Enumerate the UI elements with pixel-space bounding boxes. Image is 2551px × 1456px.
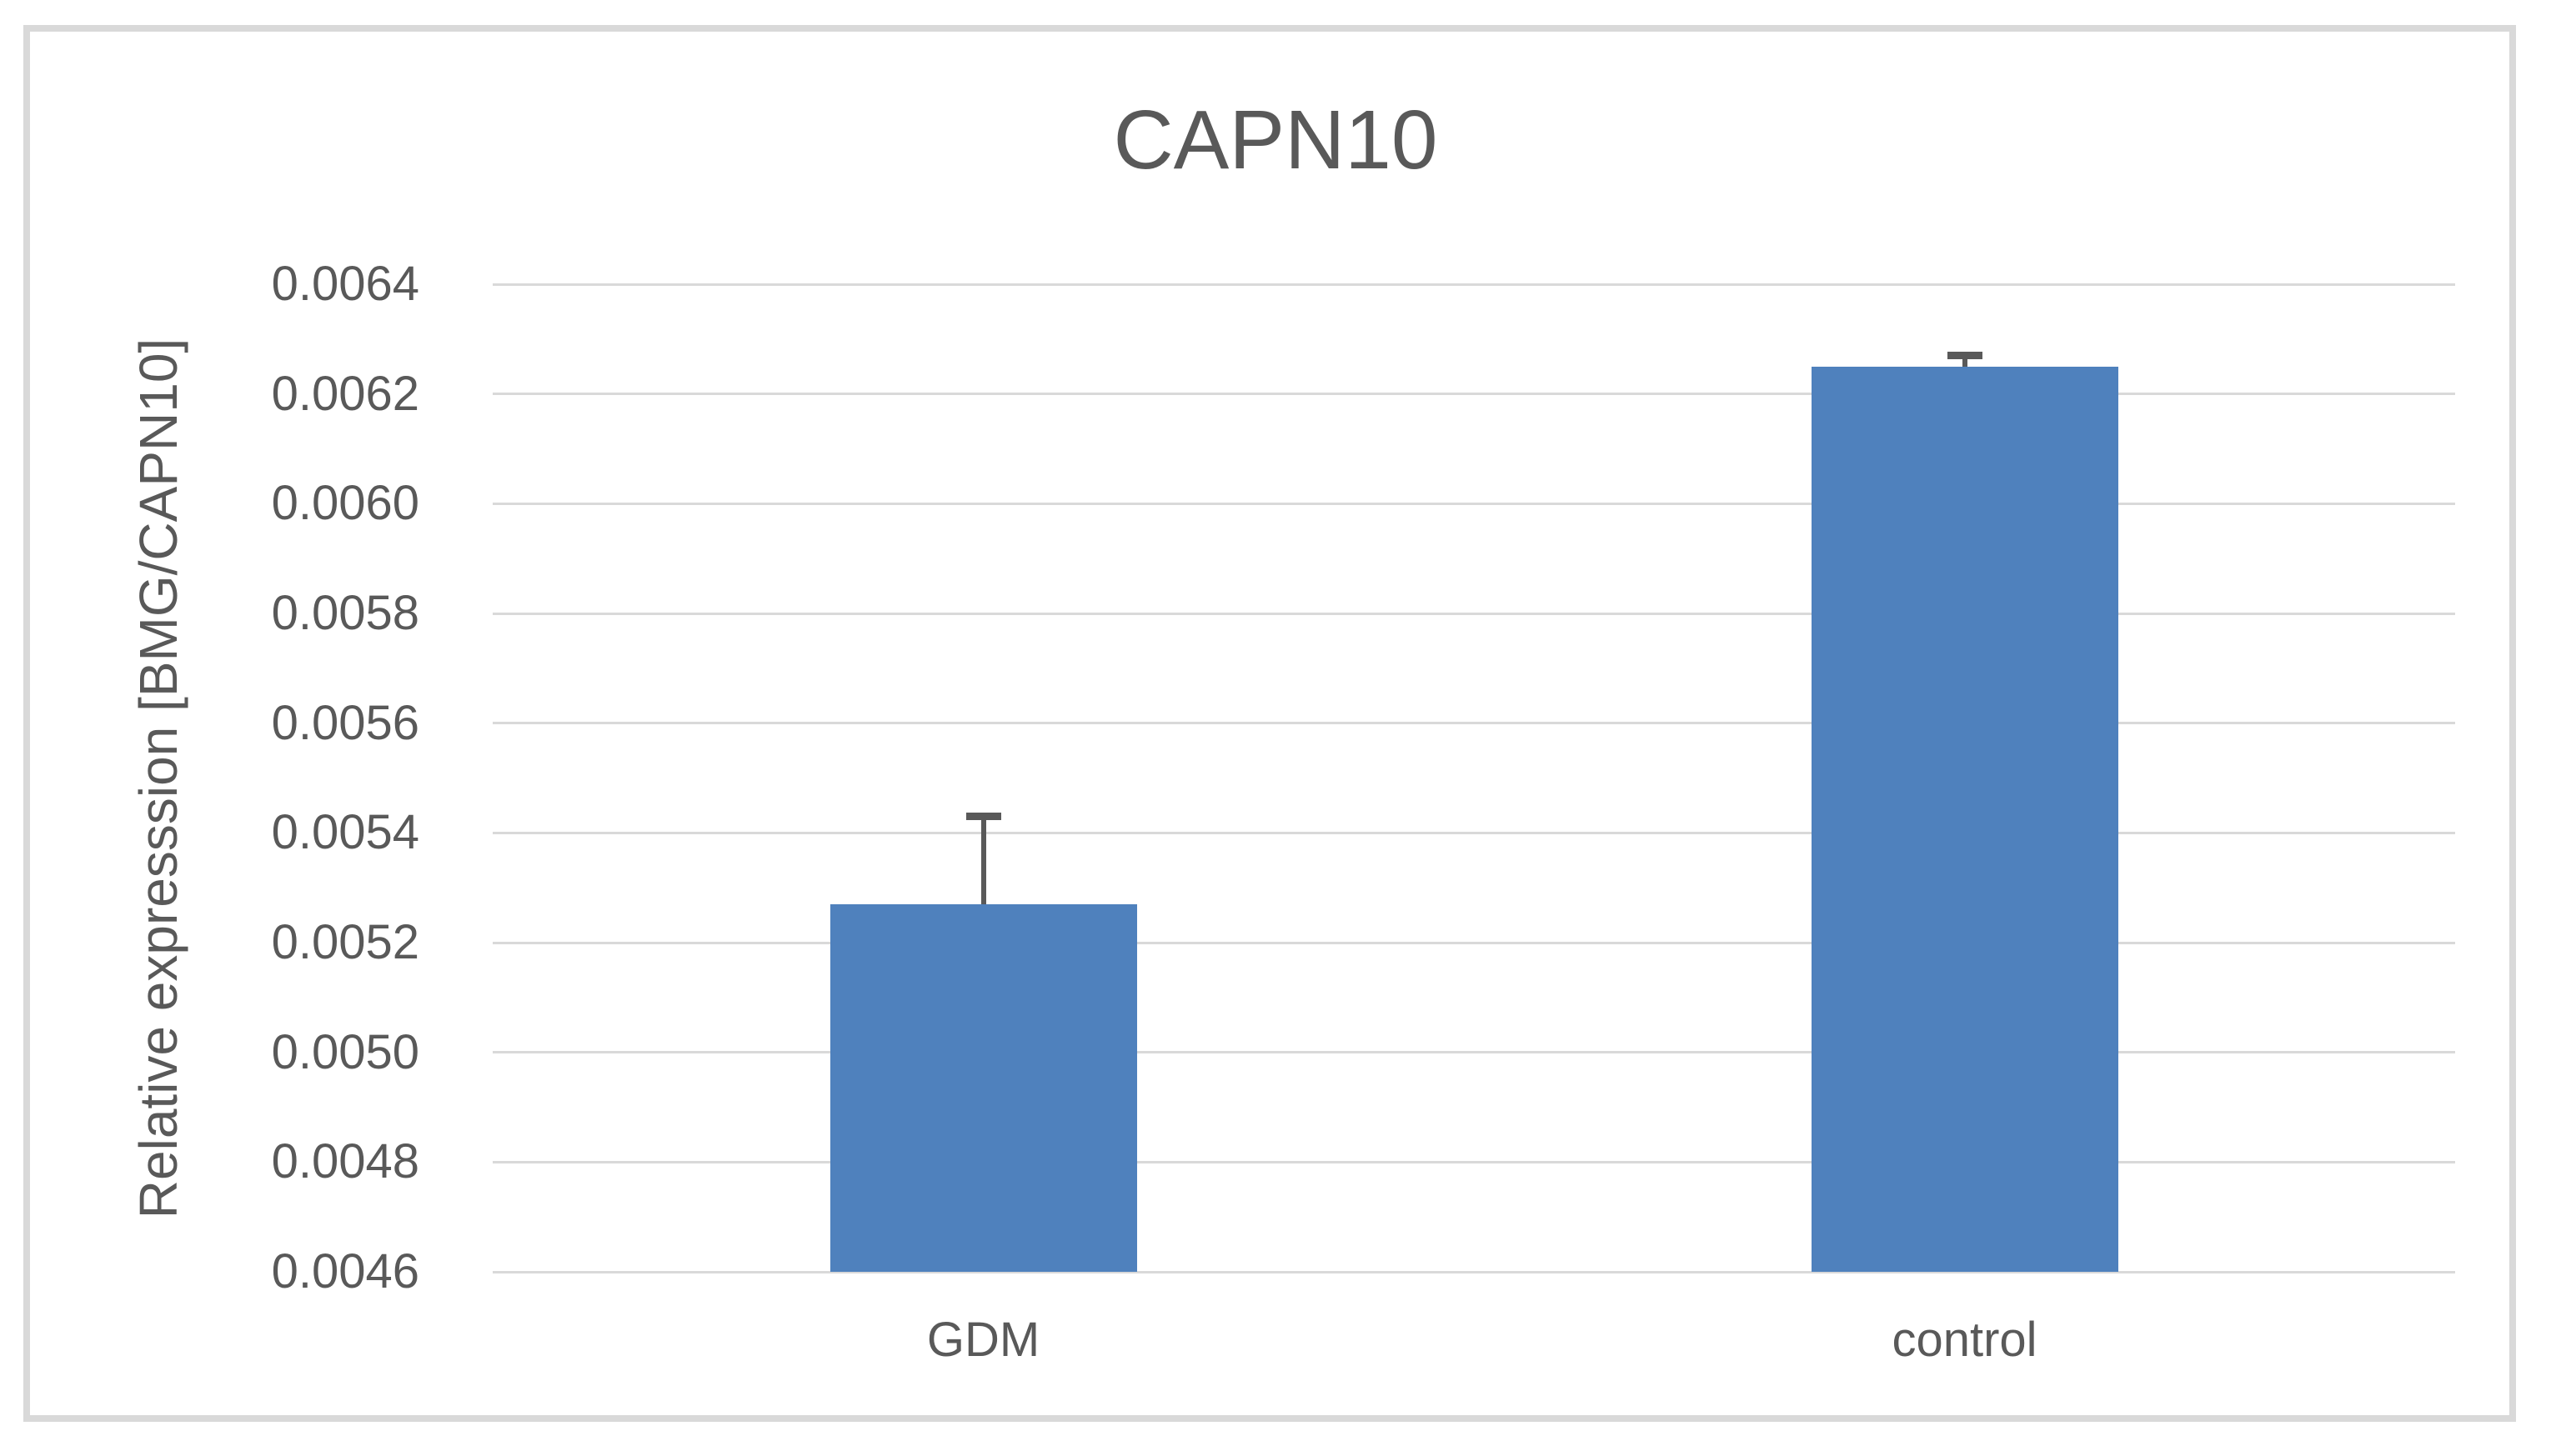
bar-control (1811, 366, 2118, 1272)
gridline (493, 502, 2455, 505)
chart-border (23, 25, 2516, 1422)
y-axis-tick-labels: 0.0046 0.0048 0.0050 0.0052 0.0054 0.0056 0.00… (192, 257, 419, 1298)
chart-title: CAPN10 (1113, 93, 1438, 187)
error-bar-cap (965, 813, 1001, 821)
gridline (493, 722, 2455, 725)
gridline (493, 831, 2455, 834)
error-bar-stem (1962, 355, 1967, 367)
gridline (493, 393, 2455, 396)
bar-GDM (829, 903, 1137, 1272)
gridline (493, 941, 2455, 944)
y-tick-label: 0.0058 (271, 586, 419, 640)
y-tick-label: 0.0062 (271, 366, 419, 421)
y-tick-label: 0.0056 (271, 695, 419, 750)
x-axis-category-labels: GDM control (493, 1307, 2455, 1373)
gridline (493, 1160, 2455, 1163)
y-tick-label: 0.0052 (271, 915, 419, 969)
category-label-control: control (1892, 1313, 2037, 1367)
gridline (493, 1051, 2455, 1054)
gridline (493, 612, 2455, 615)
y-tick-label: 0.0064 (271, 257, 419, 311)
y-tick-label: 0.0046 (271, 1244, 419, 1298)
gridline (493, 1270, 2455, 1273)
error-bar-cap (1947, 352, 1982, 360)
y-tick-label: 0.0050 (271, 1024, 419, 1079)
error-bar-stem (980, 816, 986, 904)
y-tick-label: 0.0054 (271, 805, 419, 860)
y-tick-label: 0.0060 (271, 476, 419, 531)
category-label-GDM: GDM (926, 1313, 1040, 1367)
gridline (493, 283, 2455, 286)
y-axis-title-text: Relative expresssion [BMG/CAPN10] (128, 338, 188, 1218)
plot-area (493, 283, 2455, 1273)
y-tick-label: 0.0048 (271, 1134, 419, 1189)
